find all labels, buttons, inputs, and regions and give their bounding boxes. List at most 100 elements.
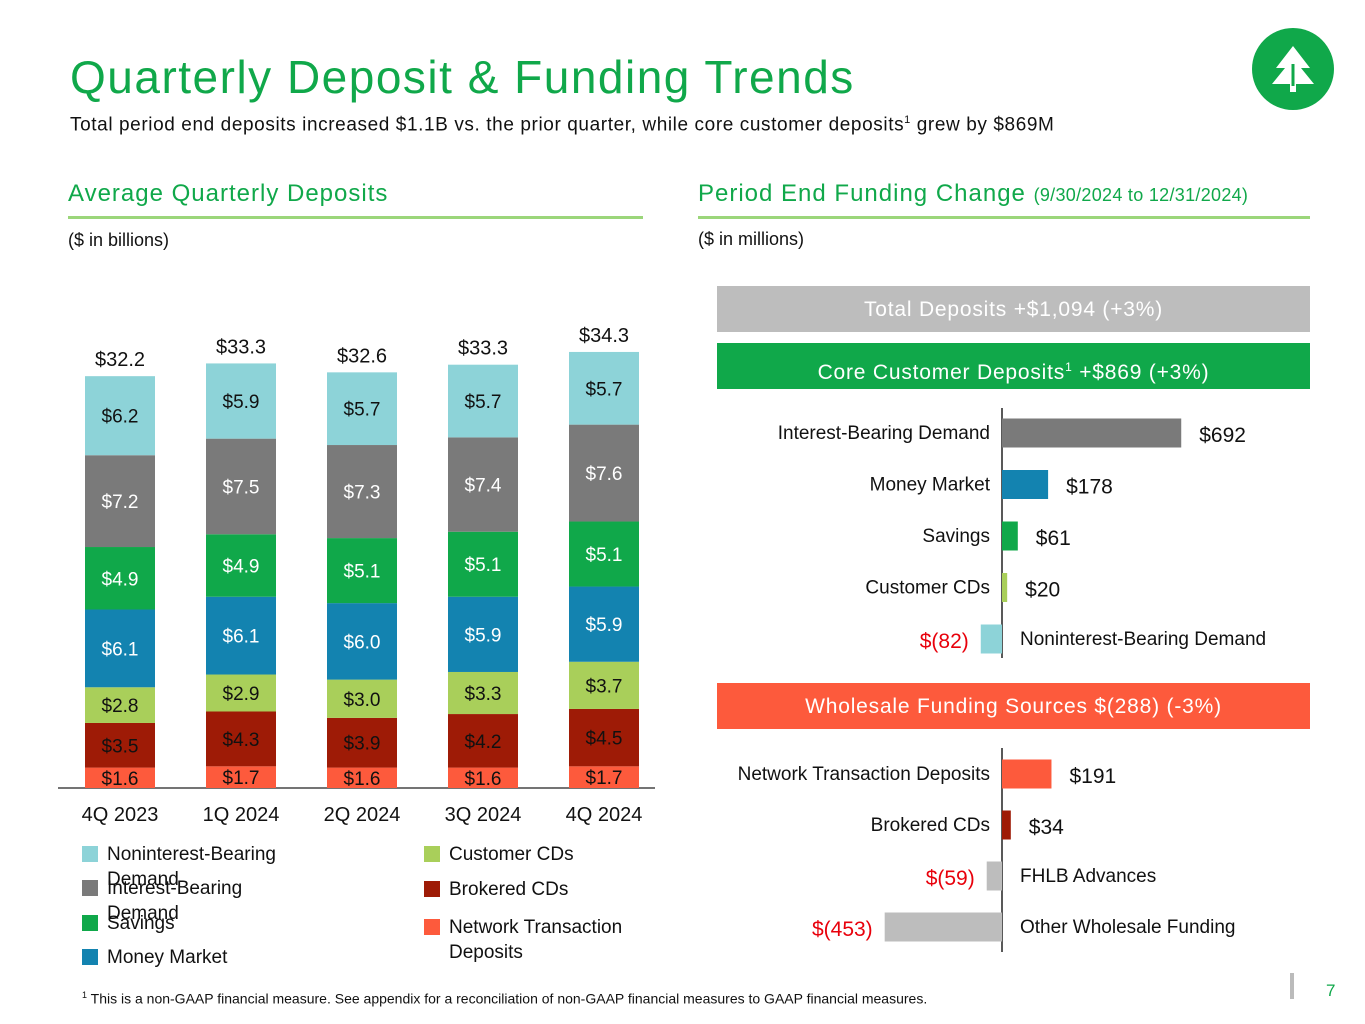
value-label: $20 <box>1025 579 1060 602</box>
right-section-title-text: Period End Funding Change <box>698 180 1026 207</box>
legend-label: Money Market <box>107 947 228 968</box>
bar-segment-brokered-cds <box>85 722 155 768</box>
segment-value-label: $4.9 <box>223 557 260 578</box>
bar-segment-money-market <box>206 596 276 675</box>
bar-segment-savings <box>569 521 639 587</box>
category-label: Noninterest-Bearing Demand <box>1020 629 1266 650</box>
segment-value-label: $7.6 <box>586 464 623 485</box>
x-tick-label: 4Q 2024 <box>566 804 643 826</box>
legend-label: Interest-Bearing Demand <box>107 878 243 924</box>
bar-other-wholesale-funding <box>884 912 1002 942</box>
page-number: 7 <box>1326 981 1336 1000</box>
bar-segment-interest-bearing-demand <box>206 438 276 535</box>
segment-value-label: $7.3 <box>344 483 381 504</box>
bar-segment-network-transaction-deposits <box>327 767 397 788</box>
bar-total-label: $34.3 <box>579 325 629 347</box>
legend-label: Network Transaction Deposits <box>449 917 623 963</box>
segment-value-label: $2.8 <box>102 696 139 717</box>
segment-value-label: $7.4 <box>465 476 502 497</box>
bar-segment-customer-cds <box>569 661 639 709</box>
segment-value-label: $5.7 <box>344 400 381 421</box>
bar-segment-noninterest-bearing-demand <box>327 372 397 446</box>
wholesale-funding-change-chart: Network Transaction Deposits $191 Brokered… <box>738 748 1235 952</box>
bar-segment-customer-cds <box>448 671 518 715</box>
right-section-date-range: (9/30/2024 to 12/31/2024) <box>1033 185 1249 205</box>
bar-segment-savings <box>206 534 276 597</box>
segment-value-label: $7.2 <box>102 492 139 513</box>
legend-label: Savings <box>107 913 175 934</box>
bar-segment-brokered-cds <box>448 714 518 768</box>
subtitle-footnote-marker: 1 <box>904 114 911 126</box>
core-deposits-banner-value: +$869 (+3%) <box>1072 361 1210 384</box>
bar-segment-network-transaction-deposits <box>206 766 276 788</box>
bar-segment-noninterest-bearing-demand <box>206 363 276 439</box>
value-label: $61 <box>1036 527 1071 550</box>
bar-segment-customer-cds <box>327 679 397 718</box>
bar-total-label: $32.6 <box>337 345 387 367</box>
bar-segment-noninterest-bearing-demand <box>85 376 155 456</box>
category-label: Interest-Bearing Demand <box>778 423 990 444</box>
bar-segment-noninterest-bearing-demand <box>448 364 518 438</box>
category-label: FHLB Advances <box>1020 866 1156 887</box>
bar-savings <box>1002 521 1018 551</box>
bar-segment-savings <box>448 531 518 597</box>
category-label: Savings <box>922 526 990 547</box>
legend-swatch <box>82 880 98 896</box>
total-deposits-banner: Total Deposits +$1,094 (+3%) <box>717 286 1310 332</box>
page-title: Quarterly Deposit & Funding Trends <box>70 51 855 103</box>
category-label: Network Transaction Deposits <box>738 764 990 785</box>
value-label: $(59) <box>926 867 975 890</box>
segment-value-label: $7.5 <box>223 477 260 498</box>
segment-value-label: $5.9 <box>465 625 502 646</box>
legend-label: Noninterest-Bearing Demand <box>107 844 276 890</box>
value-label: $(82) <box>920 630 969 653</box>
page-subtitle: Total period end deposits increased $1.1… <box>70 114 1054 136</box>
segment-value-label: $1.6 <box>465 769 502 790</box>
bar-segment-brokered-cds <box>569 708 639 767</box>
segment-value-label: $1.7 <box>223 768 260 789</box>
segment-value-label: $2.9 <box>223 684 260 705</box>
bar-segment-interest-bearing-demand <box>569 424 639 522</box>
bar-fhlb-advances <box>986 861 1002 891</box>
tree-icon <box>1272 46 1314 92</box>
bar-customer-cds <box>1002 573 1008 602</box>
legend-swatch <box>82 915 98 931</box>
segment-value-label: $6.1 <box>102 639 139 660</box>
bar-segment-brokered-cds <box>327 717 397 768</box>
footnote: 1 This is a non-GAAP financial measure. … <box>82 990 927 1007</box>
right-section-units: ($ in millions) <box>698 229 805 249</box>
subtitle-text: Total period end deposits increased $1.1… <box>70 114 905 136</box>
segment-value-label: $5.9 <box>223 392 260 413</box>
segment-value-label: $3.0 <box>344 690 381 711</box>
segment-value-label: $1.7 <box>586 768 623 789</box>
segment-value-label: $5.1 <box>344 562 381 583</box>
category-label: Other Wholesale Funding <box>1020 917 1235 938</box>
legend-label: Customer CDs <box>449 844 574 865</box>
segment-value-label: $4.3 <box>223 730 260 751</box>
segment-value-label: $1.6 <box>344 769 381 790</box>
core-deposits-footnote-marker: 1 <box>1065 360 1073 374</box>
page-number-divider <box>1290 973 1294 999</box>
segment-value-label: $3.9 <box>344 734 381 755</box>
segment-value-label: $1.6 <box>102 769 139 790</box>
chart-legend: Noninterest-Bearing Demand Interest-Bear… <box>82 842 642 972</box>
legend-swatch <box>424 846 440 862</box>
segment-value-label: $4.9 <box>102 569 139 590</box>
bar-interest-bearing-demand <box>1002 418 1182 448</box>
x-tick-label: 3Q 2024 <box>445 804 522 826</box>
value-label: $178 <box>1066 476 1113 499</box>
segment-value-label: $6.0 <box>344 632 381 653</box>
segment-value-label: $6.2 <box>102 407 139 428</box>
bar-money-market <box>1002 470 1049 499</box>
segment-value-label: $3.7 <box>586 676 623 697</box>
value-label: $692 <box>1199 424 1246 447</box>
right-section-rule <box>698 216 1310 219</box>
wholesale-funding-banner: Wholesale Funding Sources $(288) (-3%) <box>717 683 1310 729</box>
category-label: Brokered CDs <box>871 815 990 836</box>
value-label: $(453) <box>812 918 873 941</box>
bar-segment-money-market <box>569 586 639 662</box>
bar-segment-network-transaction-deposits <box>448 767 518 788</box>
x-tick-label: 1Q 2024 <box>203 804 280 826</box>
average-deposits-chart: $1.6 $3.5 $2.8 $6.1 $4.9 $7.2 $6.2 $32.2 4Q 2023… <box>58 325 655 826</box>
bar-segment-network-transaction-deposits <box>85 767 155 788</box>
